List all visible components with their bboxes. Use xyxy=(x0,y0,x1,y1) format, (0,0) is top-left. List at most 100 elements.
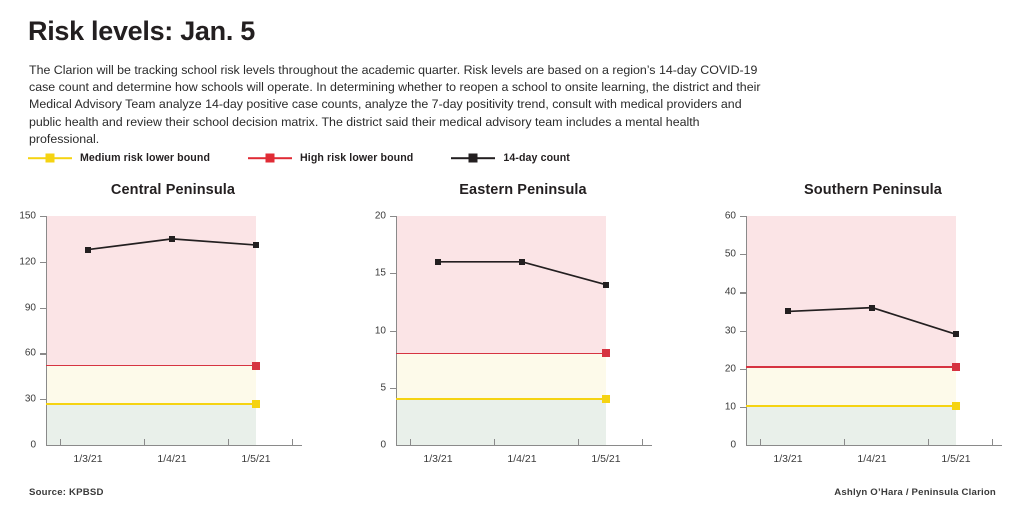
y-axis-label: 150 xyxy=(19,210,36,222)
legend-item: Medium risk lower bound xyxy=(28,152,210,164)
x-axis-tick xyxy=(60,439,62,445)
legend-swatch-icon xyxy=(28,152,72,164)
legend-swatch-icon xyxy=(451,152,496,164)
count-line-series xyxy=(87,238,257,251)
data-point-marker xyxy=(603,281,609,288)
legend-label: 14-day count xyxy=(503,152,570,164)
y-axis-tick xyxy=(390,216,396,218)
y-axis-label: 0 xyxy=(30,439,36,451)
data-point-marker xyxy=(169,235,175,242)
count-line-series xyxy=(438,260,607,286)
threshold-line-medium xyxy=(46,402,256,405)
data-point-marker xyxy=(435,258,441,265)
y-axis-label: 0 xyxy=(730,439,736,451)
threshold-line-high xyxy=(396,352,606,355)
data-point-marker xyxy=(953,331,959,338)
threshold-marker-medium xyxy=(602,395,610,404)
risk-band-high xyxy=(396,216,606,354)
page-title: Risk levels: Jan. 5 xyxy=(28,16,255,46)
y-axis-tick xyxy=(390,273,396,275)
threshold-line-high xyxy=(46,364,256,367)
chart-title: Southern Peninsula xyxy=(804,182,942,198)
charts-row: Central Peninsula 0 30 60 90 120 150 1/3/21 1/4/… xyxy=(0,182,1024,467)
x-axis-tick xyxy=(578,439,580,445)
y-axis-label: 5 xyxy=(380,382,386,394)
threshold-line-medium xyxy=(396,398,606,401)
threshold-marker-high xyxy=(952,363,960,372)
y-axis-tick xyxy=(40,307,46,309)
legend-square-marker-icon xyxy=(468,153,478,163)
y-axis-tick xyxy=(390,330,396,332)
threshold-marker-medium xyxy=(952,402,960,411)
plot-area: 0 5 10 15 20 1/3/21 1/4/21 1/5/21 xyxy=(358,208,688,467)
legend-label: High risk lower bound xyxy=(300,152,414,164)
x-axis-label: 1/4/21 xyxy=(857,453,887,465)
y-axis-tick xyxy=(740,216,746,218)
chart-panel: Eastern Peninsula 0 5 10 15 20 1/3/21 1/4/21 1/5… xyxy=(358,182,688,467)
chart-legend: Medium risk lower bound High risk lower b… xyxy=(28,152,608,164)
data-point-marker xyxy=(253,242,259,248)
intro-paragraph: The Clarion will be tracking school risk… xyxy=(29,63,761,146)
legend-item: 14-day count xyxy=(451,152,570,164)
risk-band-low xyxy=(396,399,606,445)
x-axis-tick xyxy=(992,439,994,445)
y-axis-tick xyxy=(40,261,46,263)
y-axis-label: 20 xyxy=(374,210,386,222)
x-axis-tick xyxy=(292,439,294,445)
chart-title: Central Peninsula xyxy=(110,182,236,198)
threshold-marker-high xyxy=(602,349,610,358)
y-axis-tick xyxy=(740,330,746,332)
y-axis-label: 10 xyxy=(724,401,736,413)
y-axis-tick xyxy=(740,254,746,256)
x-axis-line xyxy=(46,445,302,447)
data-point-marker xyxy=(785,308,791,315)
x-axis-line xyxy=(746,445,1002,447)
plot-area: 0 30 60 90 120 150 1/3/21 1/4/21 1/5/21 xyxy=(8,208,338,467)
x-axis-label: 1/3/21 xyxy=(73,453,103,465)
y-axis-label: 30 xyxy=(24,393,36,405)
risk-band-high xyxy=(746,216,956,368)
data-point-marker xyxy=(869,304,875,311)
y-axis-label: 60 xyxy=(24,347,36,359)
y-axis-tick xyxy=(740,292,746,294)
legend-item: High risk lower bound xyxy=(248,152,413,164)
data-point-marker xyxy=(519,258,525,265)
y-axis-line xyxy=(46,216,48,445)
y-axis-label: 60 xyxy=(724,210,736,222)
y-axis-label: 10 xyxy=(374,325,386,336)
x-axis-label: 1/5/21 xyxy=(241,453,271,465)
y-axis-label: 90 xyxy=(24,302,36,314)
y-axis-line xyxy=(396,216,398,445)
risk-band-medium xyxy=(46,365,256,404)
x-axis-label: 1/3/21 xyxy=(773,453,803,465)
chart-panel: Southern Peninsula 0 10 20 30 40 50 60 1/3/21 1/4… xyxy=(708,182,1024,467)
x-axis-tick xyxy=(410,439,412,445)
risk-band-low xyxy=(46,403,256,445)
threshold-line-high xyxy=(746,366,956,368)
y-axis-tick xyxy=(740,406,746,409)
risk-band-medium xyxy=(396,353,606,400)
y-axis-label: 50 xyxy=(724,248,736,260)
x-axis-tick xyxy=(928,439,930,445)
y-axis-label: 0 xyxy=(380,439,386,451)
x-axis-label: 1/5/21 xyxy=(941,453,971,465)
y-axis-tick xyxy=(40,399,46,401)
y-axis-tick xyxy=(390,387,396,389)
legend-square-marker-icon xyxy=(45,153,55,163)
threshold-line-medium xyxy=(746,405,956,407)
x-axis-tick xyxy=(144,439,146,445)
x-axis-label: 1/4/21 xyxy=(157,453,187,465)
chart-panel: Central Peninsula 0 30 60 90 120 150 1/3/21 1/4/… xyxy=(8,182,338,467)
x-axis-tick xyxy=(844,439,846,445)
x-axis-label: 1/5/21 xyxy=(591,453,621,465)
y-axis-label: 30 xyxy=(724,325,736,336)
data-point-marker xyxy=(85,246,91,253)
credit-note: Ashlyn O’Hara / Peninsula Clarion xyxy=(834,487,996,498)
y-axis-label: 40 xyxy=(724,286,736,298)
source-note: Source: KPBSD xyxy=(29,487,104,498)
x-axis-tick xyxy=(494,439,496,445)
y-axis-line xyxy=(746,216,748,445)
plot-area: 0 10 20 30 40 50 60 1/3/21 1/4/21 1/5/21 xyxy=(708,208,1024,467)
x-axis-tick xyxy=(228,439,230,445)
